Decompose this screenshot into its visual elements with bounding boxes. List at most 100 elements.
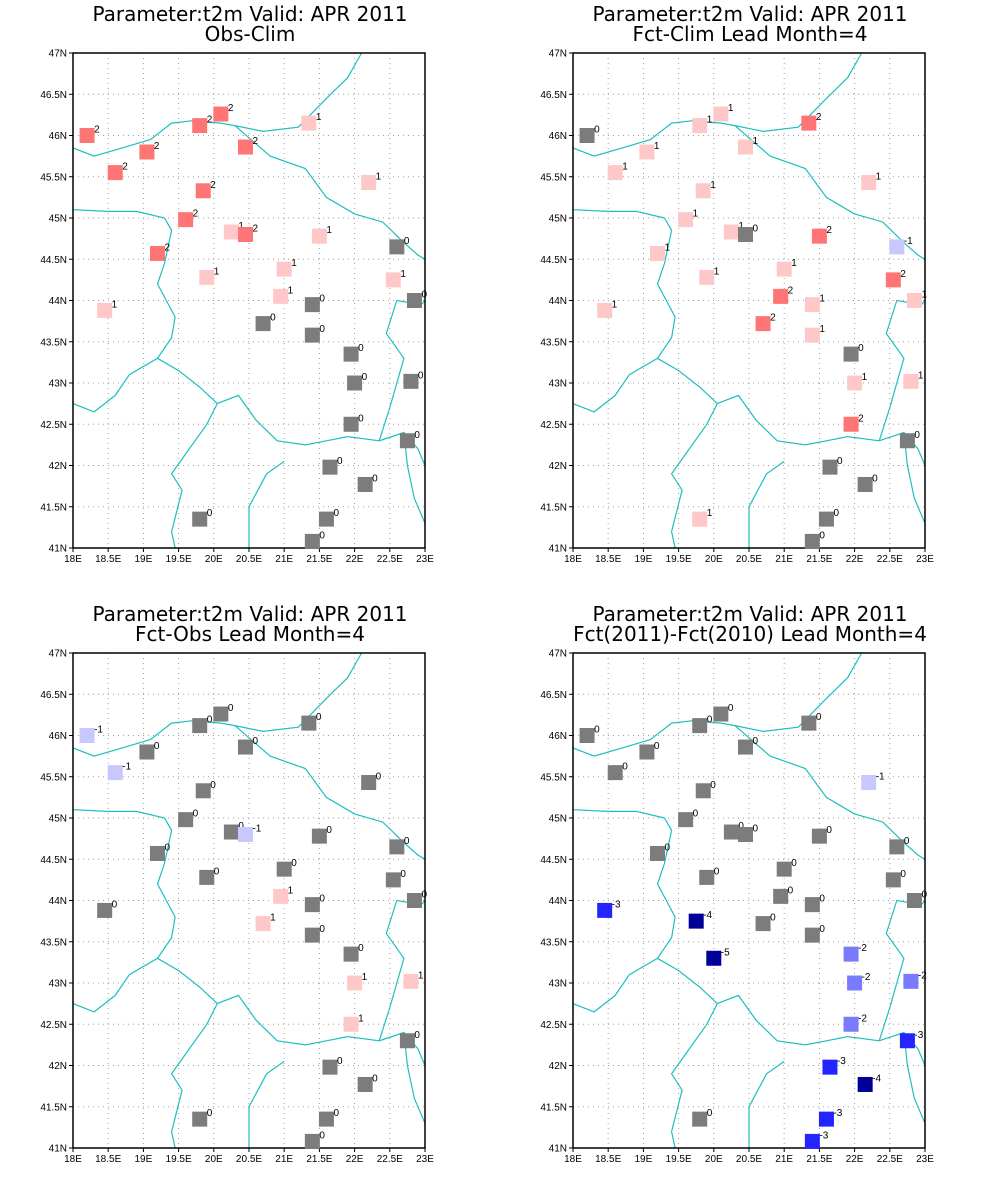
station-square (737, 827, 753, 842)
panel-title-line1: Parameter:t2m Valid: APR 2011 (592, 602, 907, 626)
station-value-label: 0 (372, 1073, 378, 1084)
station-square (804, 327, 820, 343)
station-square (755, 916, 771, 932)
lat-tick-label: 44N (549, 896, 567, 907)
lon-tick-label: 19.5E (166, 1154, 192, 1165)
station-square (403, 973, 419, 989)
station-square (318, 1111, 334, 1127)
station-value-label: 0 (738, 821, 744, 832)
panel-obs-clim: Parameter:t2m Valid: APR 2011 Obs-Clim 18E… (0, 0, 500, 600)
border-line (657, 957, 926, 1066)
coastlines (572, 652, 926, 1149)
station-value-label: 1 (693, 209, 699, 220)
station-value-label: 2 (770, 313, 776, 324)
station-square (695, 183, 711, 199)
station-square (818, 511, 834, 527)
border-line (734, 725, 926, 860)
station-value-label: 1 (862, 372, 868, 383)
station-square (597, 902, 613, 918)
station-value-label: 0 (914, 430, 920, 441)
lat-tick-label: 43N (49, 379, 67, 390)
lon-tick-label: 19.5E (666, 554, 692, 565)
station-square (301, 115, 317, 131)
station-value-label: 1 (728, 103, 734, 114)
lat-tick-label: 46N (549, 731, 567, 742)
station-square (199, 869, 215, 885)
lon-tick-label: 18.5E (95, 554, 121, 565)
station-value-label: 0 (207, 1108, 213, 1119)
station-square (273, 888, 289, 904)
border-line (670, 1003, 718, 1149)
station-square (607, 765, 623, 781)
lat-tick-label: 42.5N (540, 420, 567, 431)
station-value-label: 2 (858, 413, 864, 424)
lon-tick-label: 20.5E (236, 554, 262, 565)
station-square (804, 297, 820, 313)
station-square (692, 511, 708, 527)
station-square (857, 1076, 873, 1092)
station-square (237, 139, 253, 155)
station-value-label: 0 (594, 725, 600, 736)
station-value-label: 2 (252, 224, 258, 235)
station-square (811, 228, 827, 244)
station-square (737, 739, 753, 755)
border-line (657, 357, 926, 466)
lon-tick-label: 22.5E (877, 554, 903, 565)
station-value-label: 0 (362, 372, 368, 383)
station-value-label: 0 (400, 869, 406, 880)
border-line (572, 652, 863, 757)
station-square (213, 706, 229, 722)
lat-tick-label: 45.5N (540, 172, 567, 183)
station-square (773, 888, 789, 904)
station-value-label: 0 (207, 715, 213, 726)
station-square (192, 511, 208, 527)
station-square (649, 845, 665, 861)
station-value-label: 0 (921, 890, 927, 901)
station-value-label: 0 (207, 508, 213, 519)
lon-tick-label: 22.5E (377, 1154, 403, 1165)
lon-tick-label: 19E (135, 554, 153, 565)
lon-tick-label: 18.5E (95, 1154, 121, 1165)
lat-tick-label: 46.5N (540, 690, 567, 701)
lat-tick-label: 43.5N (40, 937, 67, 948)
station-square (692, 1111, 708, 1127)
station-square (192, 1111, 208, 1127)
station-square (406, 893, 422, 908)
station-value-label: 0 (664, 842, 670, 853)
panel-title-line1: Parameter:t2m Valid: APR 2011 (592, 2, 907, 26)
border-line (572, 52, 863, 157)
station-square (699, 869, 715, 885)
station-value-label: -2 (858, 1013, 867, 1024)
border-line (572, 209, 676, 413)
station-value-label: 1 (707, 115, 713, 126)
station-value-label: -1 (252, 824, 261, 835)
station-value-label: 2 (122, 162, 128, 173)
station-square (639, 744, 655, 760)
station-square (149, 245, 165, 261)
lon-tick-label: 22E (846, 1154, 864, 1165)
station-value-label: -3 (612, 899, 621, 910)
station-value-label: 0 (319, 924, 325, 935)
lat-tick-label: 45.5N (40, 772, 67, 783)
station-square (276, 861, 292, 877)
station-value-label: -3 (819, 1130, 828, 1141)
border-line (572, 809, 676, 1013)
station-value-label: 1 (710, 180, 716, 191)
station-value-label: 0 (594, 125, 600, 136)
border-line (734, 125, 926, 260)
lat-tick-label: 46.5N (540, 90, 567, 101)
station-square (773, 288, 789, 304)
station-square (776, 861, 792, 877)
border-line (234, 725, 426, 860)
station-value-label: 2 (210, 180, 216, 191)
lon-tick-label: 21E (775, 554, 793, 565)
lat-tick-label: 42N (549, 461, 567, 472)
station-value-label: 1 (316, 112, 322, 123)
panel-title-line2: Fct(2011)-Fct(2010) Lead Month=4 (573, 622, 927, 646)
lat-tick-label: 41.5N (40, 1102, 67, 1113)
station-value-label: -1 (122, 762, 131, 773)
station-value-label: 1 (707, 508, 713, 519)
station-square (385, 872, 401, 888)
